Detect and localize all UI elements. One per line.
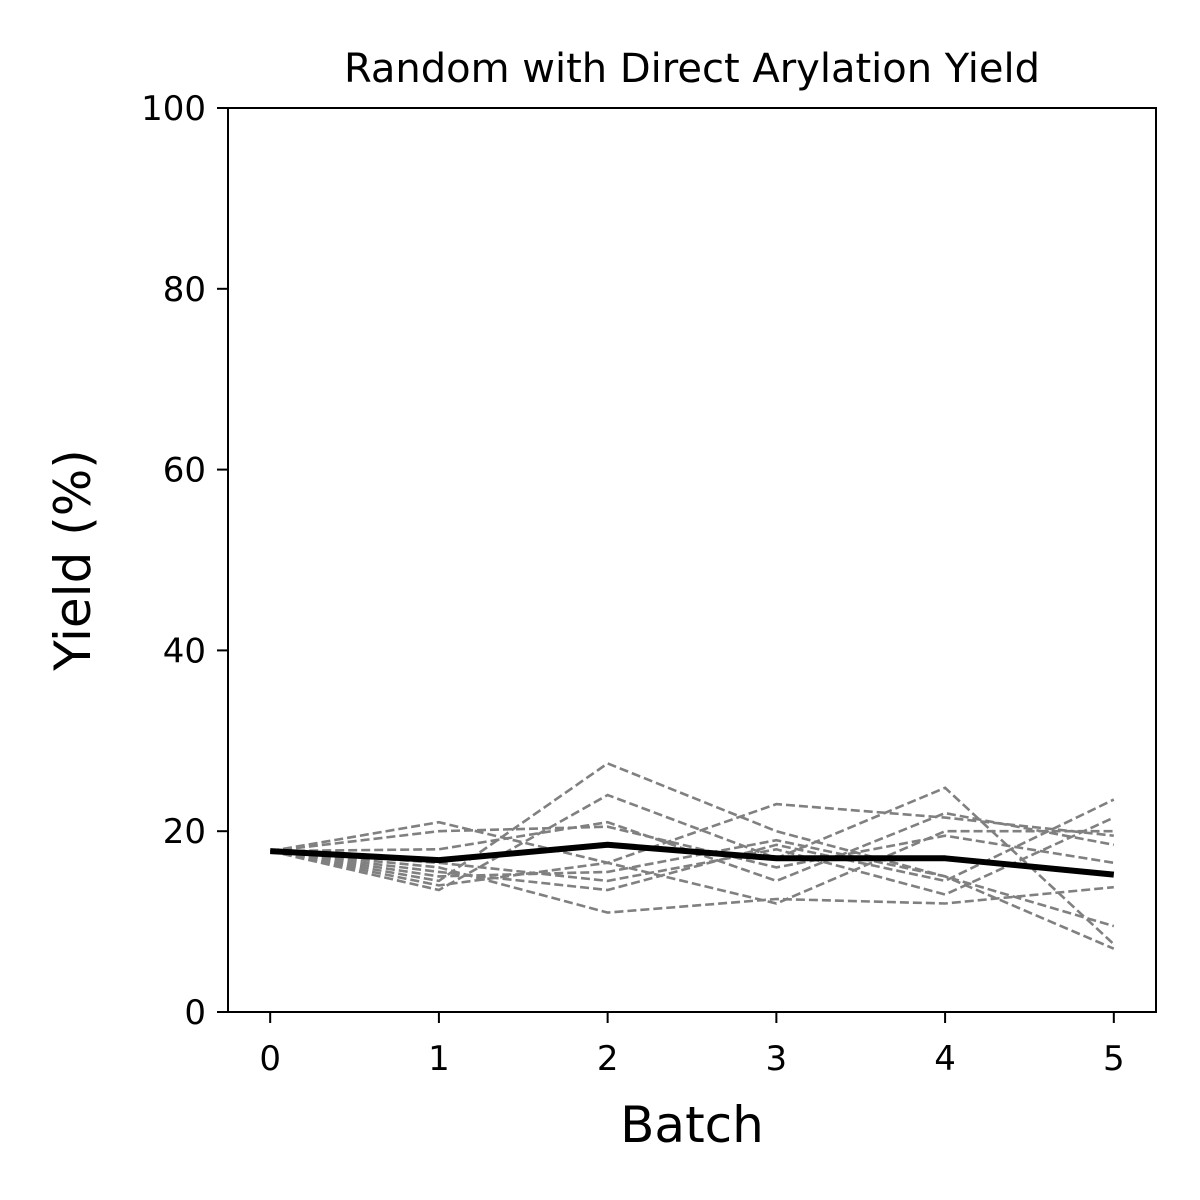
x-tick-label: 1 xyxy=(428,1039,450,1079)
x-tick-label: 2 xyxy=(597,1039,619,1079)
y-axis-ticks: 0 20 40 60 80 100 xyxy=(141,89,228,1033)
x-tick-label: 0 xyxy=(259,1039,281,1079)
x-axis-title: Batch xyxy=(620,1096,764,1154)
y-tick-label: 40 xyxy=(163,631,206,671)
y-tick-label: 0 xyxy=(184,993,206,1033)
mean-line-layer xyxy=(270,841,1115,878)
run-line-3 xyxy=(269,786,1115,946)
run-line-9 xyxy=(269,829,1114,905)
x-axis-ticks: 0 1 2 3 4 5 xyxy=(259,1012,1125,1079)
run-line-5 xyxy=(270,811,1115,883)
y-tick-label: 60 xyxy=(163,451,206,491)
x-tick-label: 5 xyxy=(1103,1039,1125,1079)
x-tick-label: 3 xyxy=(766,1039,788,1079)
run-line-2 xyxy=(269,802,1114,865)
run-line-8 xyxy=(270,798,1115,892)
x-tick-label: 4 xyxy=(934,1039,956,1079)
run-lines xyxy=(269,761,1115,950)
y-tick-label: 80 xyxy=(163,270,206,310)
y-axis-title: Yield (%) xyxy=(44,449,102,671)
mean-yield-line xyxy=(270,841,1115,878)
run-line-6 xyxy=(270,849,1114,914)
plot-frame xyxy=(227,107,1157,1013)
run-line-10 xyxy=(270,816,1115,896)
y-tick-label: 20 xyxy=(163,812,206,852)
chart-title: Random with Direct Arylation Yield xyxy=(344,46,1040,92)
y-tick-label: 100 xyxy=(141,89,206,129)
